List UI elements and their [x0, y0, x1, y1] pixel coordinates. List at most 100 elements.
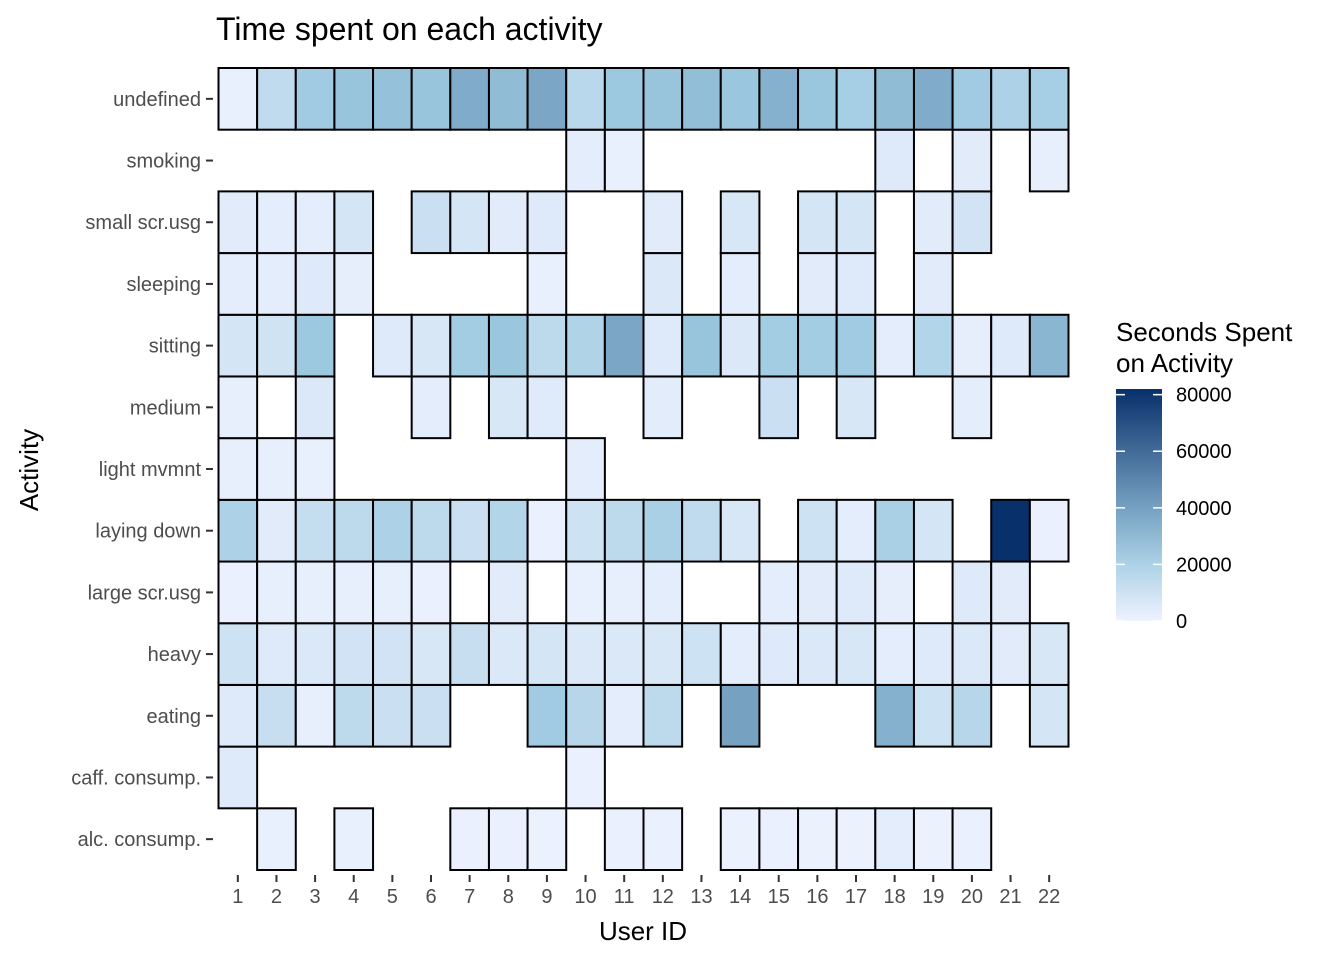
tile-small-scr-usg-user-3 — [294, 190, 336, 255]
tile-small-scr-usg-user-20 — [951, 190, 993, 255]
color-legend: Seconds Spent on Activity 0 20000 40000 600… — [1116, 317, 1293, 633]
tile-eating-user-11 — [603, 683, 645, 748]
tile-laying-down-user-19 — [912, 498, 954, 563]
tile-heavy-user-11 — [603, 622, 645, 686]
tile-large-scr-usg-user-5 — [372, 560, 413, 625]
tile-large-scr-usg-user-16 — [797, 560, 838, 625]
tile-sleeping-user-16 — [797, 252, 838, 316]
tile-undefined-user-12 — [642, 67, 684, 131]
tile-heavy-user-20 — [951, 622, 993, 686]
tile-alc-consump-user-20 — [951, 807, 993, 871]
x-tick-label-3: 3 — [310, 886, 321, 908]
tile-laying-down-user-11 — [603, 498, 645, 563]
tile-alc-consump-user-9 — [526, 807, 568, 871]
tile-sitting-user-13 — [681, 313, 722, 378]
tile-large-scr-usg-user-15 — [758, 560, 800, 625]
tile-heavy-user-1 — [217, 622, 259, 686]
tile-sitting-user-9 — [526, 313, 568, 378]
tile-sitting-user-12 — [642, 313, 684, 378]
legend-title-line2: on Activity — [1116, 348, 1233, 378]
tile-large-scr-usg-user-10 — [565, 560, 606, 625]
tile-small-scr-usg-user-19 — [912, 190, 954, 255]
tile-alc-consump-user-8 — [487, 807, 529, 871]
tile-sleeping-user-12 — [642, 252, 684, 316]
tile-sleeping-user-9 — [526, 252, 568, 316]
tile-sitting-user-7 — [449, 313, 490, 378]
tile-smoking-user-11 — [603, 128, 645, 193]
legend-tick-label-20000: 20000 — [1176, 554, 1232, 576]
tile-undefined-user-7 — [449, 67, 490, 131]
y-tick-label-small-scr-usg: small scr.usg — [85, 212, 201, 234]
tile-sitting-user-17 — [835, 313, 877, 378]
tile-laying-down-user-9 — [526, 498, 568, 563]
tile-sitting-user-15 — [758, 313, 800, 378]
tile-laying-down-user-7 — [449, 498, 490, 563]
tile-eating-user-14 — [719, 683, 761, 748]
x-tick-label-16: 16 — [806, 886, 828, 908]
x-tick-label-1: 1 — [232, 886, 243, 908]
tile-alc-consump-user-4 — [333, 807, 375, 871]
tile-laying-down-user-13 — [681, 498, 722, 563]
tile-medium-user-15 — [758, 375, 800, 440]
tile-laying-down-user-5 — [372, 498, 413, 563]
tile-large-scr-usg-user-2 — [256, 560, 297, 625]
tile-light-mvmnt-user-1 — [217, 437, 259, 501]
tile-undefined-user-16 — [797, 67, 838, 131]
tile-undefined-user-4 — [333, 67, 375, 131]
heatmap-tiles — [217, 67, 1070, 871]
tile-undefined-user-1 — [217, 67, 259, 131]
tile-large-scr-usg-user-20 — [951, 560, 993, 625]
y-tick-label-light-mvmnt: light mvmnt — [99, 459, 202, 481]
tile-heavy-user-7 — [449, 622, 490, 686]
tile-sitting-user-2 — [256, 313, 297, 378]
tile-alc-consump-user-2 — [256, 807, 297, 871]
tile-eating-user-20 — [951, 683, 993, 748]
tile-laying-down-user-17 — [835, 498, 877, 563]
tile-laying-down-user-3 — [294, 498, 336, 563]
tile-undefined-user-18 — [874, 67, 915, 131]
tile-large-scr-usg-user-6 — [410, 560, 452, 625]
tile-small-scr-usg-user-1 — [217, 190, 259, 255]
tile-sitting-user-21 — [990, 313, 1031, 378]
x-tick-label-17: 17 — [845, 886, 867, 908]
x-tick-label-19: 19 — [922, 886, 944, 908]
tile-laying-down-user-14 — [719, 498, 761, 563]
tile-undefined-user-6 — [410, 67, 452, 131]
tile-medium-user-9 — [526, 375, 568, 440]
tile-heavy-user-3 — [294, 622, 336, 686]
tile-smoking-user-22 — [1028, 128, 1070, 193]
tile-undefined-user-21 — [990, 67, 1031, 131]
tile-eating-user-6 — [410, 683, 452, 748]
tile-large-scr-usg-user-17 — [835, 560, 877, 625]
y-tick-label-medium: medium — [130, 397, 201, 419]
tile-medium-user-3 — [294, 375, 336, 440]
tile-laying-down-user-16 — [797, 498, 838, 563]
tile-alc-consump-user-7 — [449, 807, 490, 871]
tile-small-scr-usg-user-12 — [642, 190, 684, 255]
tile-undefined-user-15 — [758, 67, 800, 131]
tile-heavy-user-14 — [719, 622, 761, 686]
tile-sitting-user-16 — [797, 313, 838, 378]
tile-undefined-user-20 — [951, 67, 993, 131]
x-tick-label-21: 21 — [999, 886, 1021, 908]
tile-heavy-user-22 — [1028, 622, 1070, 686]
tile-sleeping-user-17 — [835, 252, 877, 316]
tile-smoking-user-20 — [951, 128, 993, 193]
tile-sitting-user-5 — [372, 313, 413, 378]
tile-laying-down-user-22 — [1028, 498, 1070, 563]
tile-laying-down-user-4 — [333, 498, 375, 563]
tile-eating-user-1 — [217, 683, 259, 748]
tile-medium-user-20 — [951, 375, 993, 440]
tile-eating-user-10 — [565, 683, 606, 748]
x-tick-label-6: 6 — [425, 886, 436, 908]
tile-sitting-user-19 — [912, 313, 954, 378]
legend-tick-label-60000: 60000 — [1176, 441, 1232, 463]
tile-large-scr-usg-user-18 — [874, 560, 915, 625]
tile-smoking-user-10 — [565, 128, 606, 193]
tile-laying-down-user-2 — [256, 498, 297, 563]
tile-small-scr-usg-user-17 — [835, 190, 877, 255]
tile-sitting-user-1 — [217, 313, 259, 378]
tile-sitting-user-14 — [719, 313, 761, 378]
tile-sitting-user-22 — [1028, 313, 1070, 378]
tile-large-scr-usg-user-4 — [333, 560, 375, 625]
